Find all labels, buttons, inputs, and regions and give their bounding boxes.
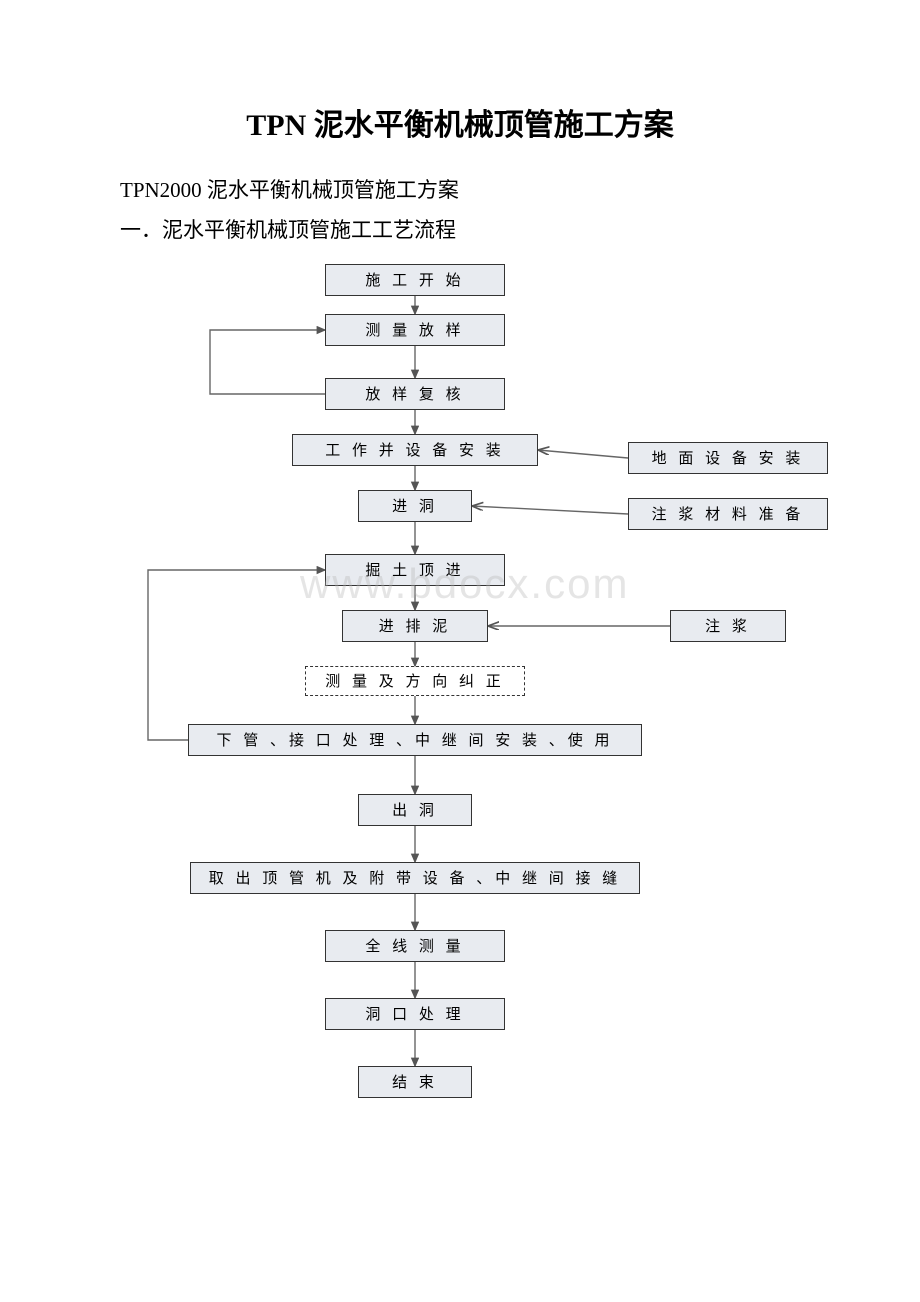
flow-node-n9: 下 管 、接 口 处 理 、中 继 间 安 装 、使 用 xyxy=(188,724,642,756)
flow-node-n3: 放 样 复 核 xyxy=(325,378,505,410)
subtitle: TPN2000 泥水平衡机械顶管施工方案 xyxy=(120,174,840,204)
flow-node-n1: 施 工 开 始 xyxy=(325,264,505,296)
flowchart: www.bdocx.com 施 工 开 始测 量 放 样放 样 复 核工 作 并… xyxy=(80,264,840,1134)
flow-node-s1: 地 面 设 备 安 装 xyxy=(628,442,828,474)
flow-node-n7: 进 排 泥 xyxy=(342,610,488,642)
flow-node-n8: 测 量 及 方 向 纠 正 xyxy=(305,666,525,696)
flow-node-n13: 洞 口 处 理 xyxy=(325,998,505,1030)
flow-node-n10: 出 洞 xyxy=(358,794,472,826)
flow-node-n6: 掘 土 顶 进 xyxy=(325,554,505,586)
flow-node-n14: 结 束 xyxy=(358,1066,472,1098)
flow-node-n2: 测 量 放 样 xyxy=(325,314,505,346)
flow-node-n11: 取 出 顶 管 机 及 附 带 设 备 、中 继 间 接 缝 xyxy=(190,862,640,894)
page-title: TPN 泥水平衡机械顶管施工方案 xyxy=(80,100,840,144)
flow-node-n5: 进 洞 xyxy=(358,490,472,522)
flow-node-s3: 注 浆 xyxy=(670,610,786,642)
flow-node-s2: 注 浆 材 料 准 备 xyxy=(628,498,828,530)
flow-node-n12: 全 线 测 量 xyxy=(325,930,505,962)
flow-node-n4: 工 作 并 设 备 安 装 xyxy=(292,434,538,466)
section-heading: 一．泥水平衡机械顶管施工工艺流程 xyxy=(120,214,840,244)
